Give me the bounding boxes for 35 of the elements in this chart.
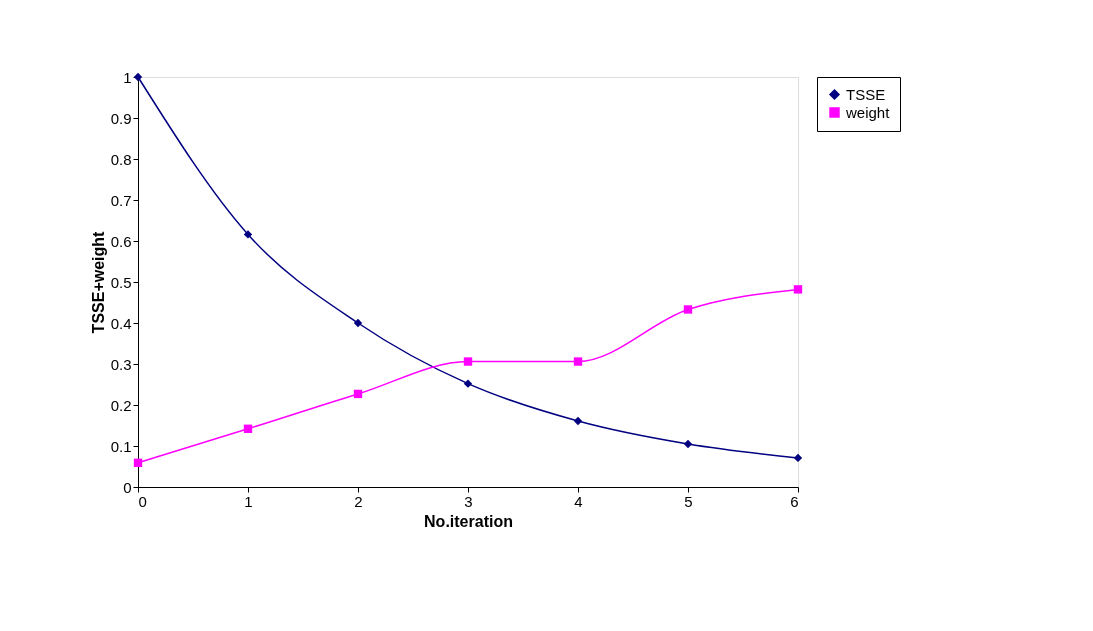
- y-tick-label: 0.2: [110, 396, 132, 414]
- y-tick-label: 0.1: [110, 437, 132, 455]
- y-tick-label: 0.5: [110, 273, 132, 291]
- y-tick-label: 0.7: [110, 191, 132, 209]
- point: [133, 458, 143, 467]
- y-tick-label: 0.4: [110, 314, 132, 332]
- y-tick-label: 0.8: [110, 150, 132, 168]
- x-tick-label: 2: [354, 492, 363, 510]
- point: [793, 453, 803, 463]
- point: [353, 318, 363, 328]
- legend-label: weight: [845, 103, 891, 121]
- point: [573, 357, 583, 366]
- point: [353, 389, 363, 399]
- point: [793, 285, 803, 294]
- point: [573, 416, 583, 426]
- x-tick-label: 6: [790, 492, 799, 510]
- y-tick-label: 0.9: [110, 109, 132, 127]
- x-tick-label: 0: [138, 492, 147, 510]
- point: [683, 439, 693, 449]
- x-tick-label: 4: [574, 492, 583, 510]
- y-axis-title: TSSE+weight: [89, 230, 107, 334]
- y-tick-label: 0: [123, 478, 132, 496]
- point: [463, 379, 473, 388]
- x-axis-title: No.iteration: [424, 512, 513, 530]
- y-tick-label: 0.3: [110, 355, 132, 373]
- y-tick-label: 0.6: [110, 232, 132, 250]
- x-tick-label: 1: [244, 492, 253, 510]
- legend-label: TSSE: [846, 85, 886, 103]
- point: [463, 357, 473, 366]
- x-tick-label: 5: [684, 492, 693, 510]
- x-tick-label: 3: [464, 492, 473, 510]
- point: [683, 305, 693, 314]
- point: [243, 230, 253, 239]
- point: [243, 424, 253, 433]
- y-tick-label: 1: [123, 68, 132, 86]
